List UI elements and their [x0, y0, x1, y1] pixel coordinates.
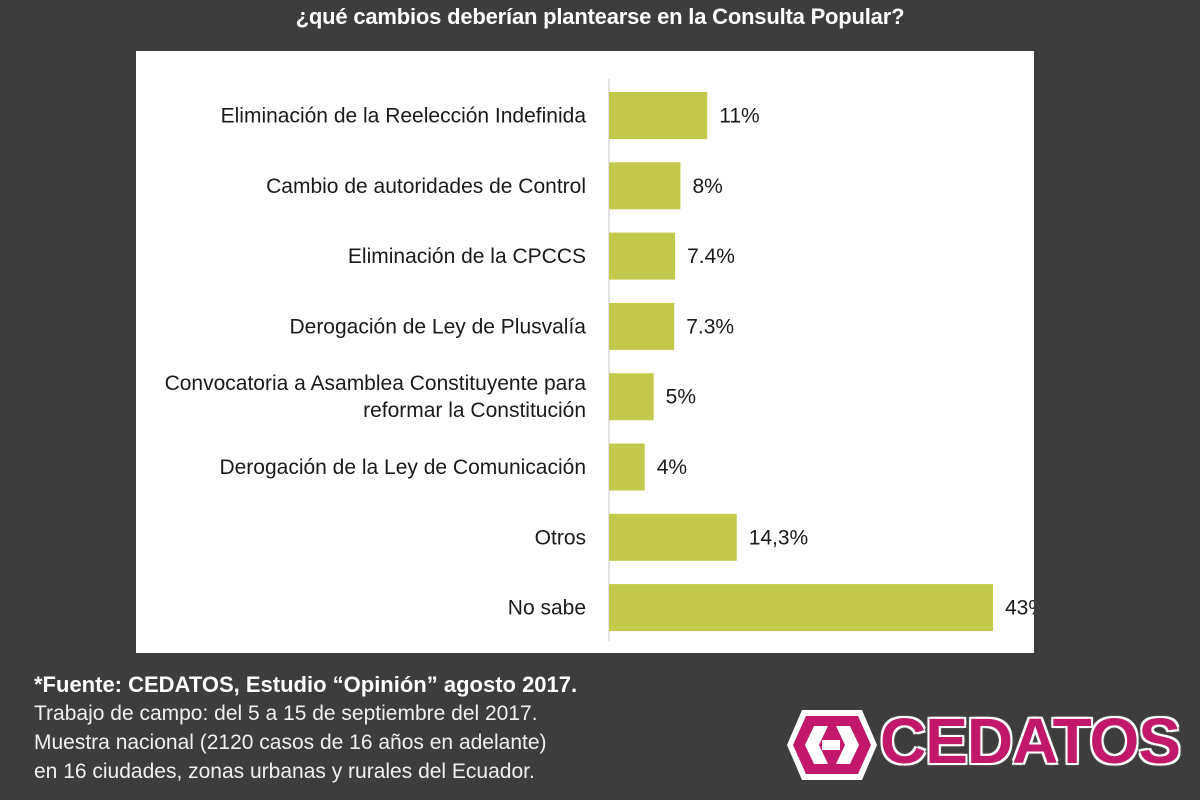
bar [609, 443, 645, 491]
category-label: Derogación de la Ley de Comunicación [219, 456, 586, 479]
bar-chart: 11% Eliminación de la Reelección Indefini… [165, 79, 1034, 641]
source-line: *Fuente: CEDATOS, Estudio “Opinión” agos… [34, 672, 578, 697]
category-label: Eliminación de la Reelección Indefinida [221, 105, 587, 128]
bar [609, 162, 681, 210]
bar [609, 302, 675, 350]
category-label: Convocatoria a Asamblea Constituyente pa… [165, 372, 587, 395]
data-label: 14,3% [749, 526, 809, 549]
data-label: 11% [719, 105, 759, 128]
fieldwork-line: Trabajo de campo: del 5 a 15 de septiemb… [34, 702, 538, 725]
bar [609, 513, 737, 561]
bar [609, 584, 993, 632]
bar [609, 232, 676, 280]
bar [609, 92, 708, 139]
data-label: 43% [1005, 597, 1034, 620]
data-label: 4% [657, 456, 687, 479]
chart-panel: 11% Eliminación de la Reelección Indefini… [136, 51, 1034, 653]
category-label: Eliminación de la CPCCS [348, 245, 586, 268]
cedatos-logo: CEDATOS [772, 700, 1181, 790]
category-label: No sabe [508, 597, 586, 620]
data-label: 7.3% [686, 315, 734, 338]
data-label: 5% [666, 386, 696, 409]
category-label: Otros [535, 526, 586, 549]
cedatos-arrows-logo-icon [787, 710, 877, 780]
source-note: *Fuente: CEDATOS, Estudio “Opinión” agos… [34, 670, 734, 786]
data-label: 8% [692, 175, 722, 198]
category-label: reformar la Constitución [363, 399, 586, 422]
page-title: ¿qué cambios deberían plantearse en la C… [295, 4, 905, 29]
category-label: Derogación de Ley de Plusvalía [289, 315, 586, 338]
coverage-line: en 16 ciudades, zonas urbanas y rurales … [34, 760, 535, 783]
bar [609, 373, 654, 421]
sample-line: Muestra nacional (2120 casos de 16 años … [34, 731, 547, 754]
category-label: Cambio de autoridades de Control [266, 175, 586, 198]
logo-wordmark: CEDATOS [880, 705, 1181, 777]
data-label: 7.4% [687, 245, 735, 268]
